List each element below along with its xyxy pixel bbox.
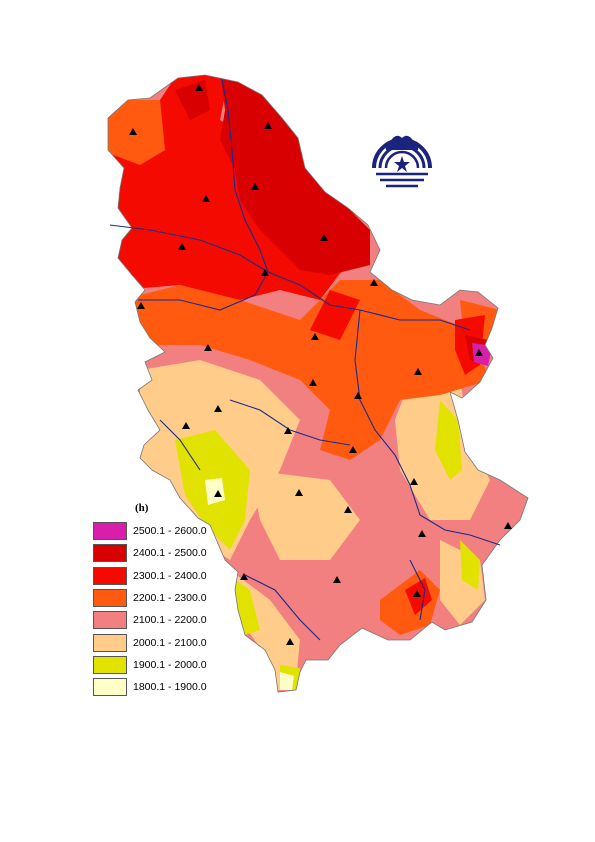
legend-label: 2400.1 - 2500.0 xyxy=(133,547,207,560)
zone-2000-2100 xyxy=(250,470,360,560)
river-ibar xyxy=(244,574,321,641)
legend-item: 1800.1 - 1900.0 xyxy=(93,676,233,698)
station-triangle-icon xyxy=(349,446,357,453)
legend-label: 1900.1 - 2000.0 xyxy=(133,658,207,671)
station-triangle-icon xyxy=(178,243,186,250)
station-triangle-icon xyxy=(251,183,259,190)
legend-label: 2000.1 - 2100.0 xyxy=(133,636,207,649)
station-triangle-icon xyxy=(284,427,292,434)
station-triangle-icon xyxy=(320,234,328,241)
station-triangle-icon xyxy=(182,422,190,429)
river-sava xyxy=(138,271,269,311)
legend-swatch xyxy=(93,611,127,630)
station-triangle-icon xyxy=(354,392,362,399)
river-juzna-morava xyxy=(409,559,426,621)
station-triangle-icon xyxy=(286,638,294,645)
legend-item: 2000.1 - 2100.0 xyxy=(93,631,233,653)
station-triangle-icon xyxy=(204,344,212,351)
station-triangle-icon xyxy=(413,590,421,597)
station-triangle-icon xyxy=(370,279,378,286)
station-triangle-icon xyxy=(414,368,422,375)
legend-label: 1800.1 - 1900.0 xyxy=(133,681,207,694)
station-triangle-icon xyxy=(214,405,222,412)
legend-item: 1900.1 - 2000.0 xyxy=(93,654,233,676)
station-triangle-icon xyxy=(137,302,145,309)
zone-1900-2000 xyxy=(228,575,260,635)
station-triangle-icon xyxy=(504,522,512,529)
stations xyxy=(129,84,512,645)
map-legend: (h) 2500.1 - 2600.0 2400.1 - 2500.0 2300.1… xyxy=(93,502,233,698)
legend-swatch xyxy=(93,678,127,697)
legend-swatch xyxy=(93,589,127,608)
legend-title: (h) xyxy=(135,502,149,514)
station-triangle-icon xyxy=(309,379,317,386)
station-triangle-icon xyxy=(333,576,341,583)
zone-1800-1900 xyxy=(280,672,294,690)
legend-item: 2300.1 - 2400.0 xyxy=(93,565,233,587)
legend-swatch xyxy=(93,566,127,585)
legend-swatch xyxy=(93,655,127,674)
river-danube xyxy=(109,224,471,331)
station-triangle-icon xyxy=(202,195,210,202)
legend-swatch xyxy=(93,522,127,541)
river-nisava xyxy=(409,484,501,546)
institution-emblem-icon xyxy=(372,135,432,188)
rivers xyxy=(109,79,501,641)
station-triangle-icon xyxy=(195,84,203,91)
station-triangle-icon xyxy=(344,506,352,513)
legend-label: 2100.1 - 2200.0 xyxy=(133,614,207,627)
legend-label: 2300.1 - 2400.0 xyxy=(133,569,207,582)
river-tisa xyxy=(221,79,269,273)
station-triangle-icon xyxy=(129,128,137,135)
station-triangle-icon xyxy=(261,269,269,276)
river-morava xyxy=(354,309,411,486)
zone-2200-2300 xyxy=(120,280,490,460)
station-triangle-icon xyxy=(311,333,319,340)
station-triangle-icon xyxy=(264,122,272,129)
legend-items: 2500.1 - 2600.0 2400.1 - 2500.0 2300.1 - 2… xyxy=(93,520,233,698)
zone-2400-2500 xyxy=(220,75,370,275)
station-triangle-icon xyxy=(475,349,483,356)
station-triangle-icon xyxy=(410,478,418,485)
zone-2300-2400 xyxy=(310,290,360,340)
legend-swatch xyxy=(93,633,127,652)
river-zapadna-morava xyxy=(229,399,351,446)
station-triangle-icon xyxy=(240,573,248,580)
legend-label: 2500.1 - 2600.0 xyxy=(133,525,207,538)
legend-item: 2100.1 - 2200.0 xyxy=(93,609,233,631)
zone-1900-2000 xyxy=(435,400,462,480)
station-triangle-icon xyxy=(295,489,303,496)
legend-label: 2200.1 - 2300.0 xyxy=(133,592,207,605)
station-triangle-icon xyxy=(418,530,426,537)
station-triangle-icon xyxy=(214,490,222,497)
legend-item: 2200.1 - 2300.0 xyxy=(93,587,233,609)
zone-1800-1900 xyxy=(205,478,225,505)
legend-item: 2400.1 - 2500.0 xyxy=(93,542,233,564)
legend-swatch xyxy=(93,544,127,563)
zone-1900-2000 xyxy=(460,540,480,590)
legend-item: 2500.1 - 2600.0 xyxy=(93,520,233,542)
river-drina xyxy=(159,419,201,471)
